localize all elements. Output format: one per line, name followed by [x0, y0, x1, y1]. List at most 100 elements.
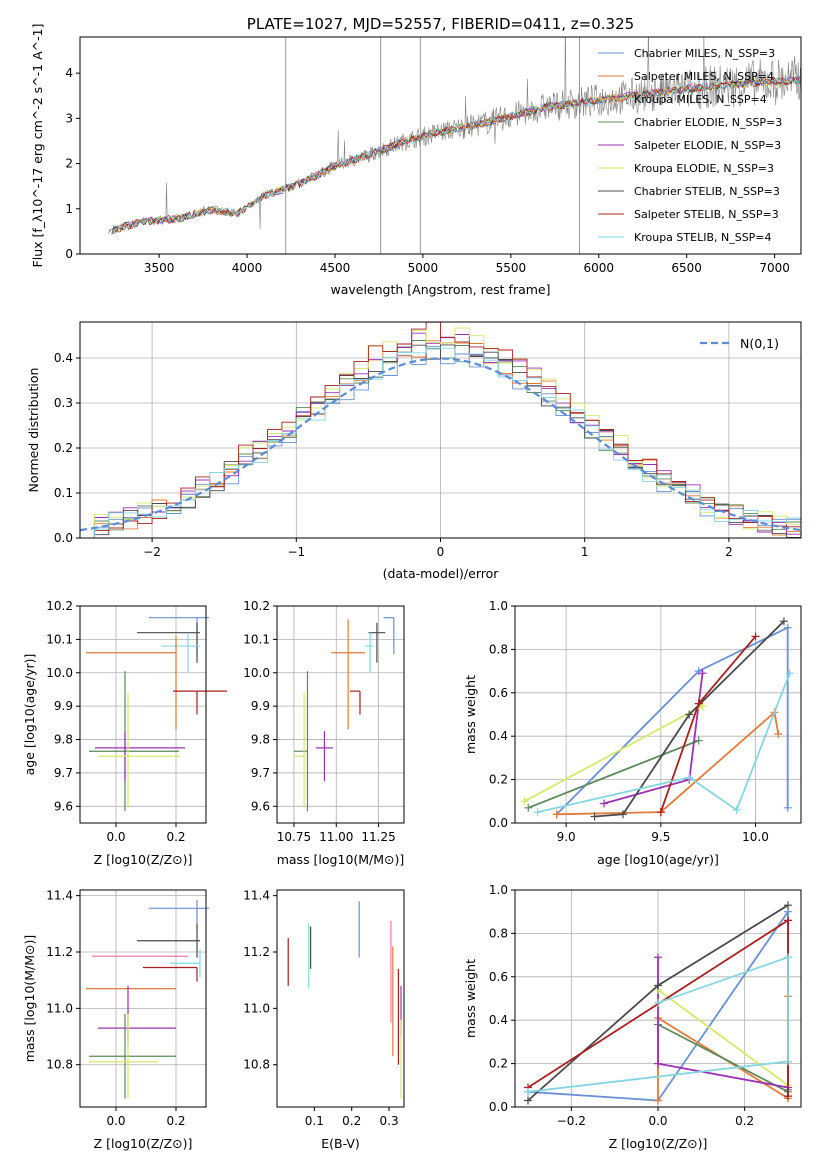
y-tick-label: 11.0 — [243, 1001, 270, 1015]
x-tick-label: 6500 — [671, 261, 702, 275]
y-tick-label: 11.4 — [243, 889, 270, 903]
chart-6: 0.1 0.2 0.3 10.8 11.0 11.2 11.4 E(B-V) — [243, 889, 405, 1151]
legend-entry: N(0,1) — [740, 336, 779, 351]
data-point-marker — [732, 805, 741, 814]
y-tick-label: 0.1 — [54, 486, 73, 500]
y-tick-label: 10.2 — [46, 599, 73, 613]
legend-entry: Kroupa MILES, N_SSP=4 — [634, 93, 767, 106]
y-tick-label: 10.0 — [243, 666, 270, 680]
mass-weight-line — [657, 996, 789, 1101]
data-point-marker — [533, 808, 542, 817]
y-tick-label: 0.4 — [489, 729, 508, 743]
x-tick-label: 7000 — [759, 261, 790, 275]
y-axis-label: age [log10(age/yr)] — [22, 654, 37, 776]
data-point-marker — [694, 699, 703, 708]
mass-weight-line — [556, 626, 789, 815]
mass-weight-line — [537, 672, 791, 813]
mass-weight-line — [524, 705, 703, 803]
data-point-marker — [524, 803, 533, 812]
y-tick-label: 4 — [65, 66, 73, 80]
x-tick-label: −1 — [287, 545, 305, 559]
y-tick-label: 10.1 — [46, 632, 73, 646]
chart-1: −2 −1 0 1 2 0.0 0.1 0.2 0.3 0.4 (data-model)/error… — [26, 321, 802, 581]
y-tick-label: 0.3 — [54, 396, 73, 410]
y-tick-label: 0.4 — [54, 351, 73, 365]
x-tick-label: 5500 — [496, 261, 527, 275]
x-tick-label: 0.2 — [342, 1114, 361, 1128]
axes-frame — [514, 605, 802, 824]
chart-title: PLATE=1027, MJD=52557, FIBERID=0411, z=0… — [247, 15, 634, 33]
legend-entry: Salpeter MILES, N_SSP=4 — [634, 70, 774, 83]
axes-frame — [79, 605, 207, 824]
chart-4: 9.0 9.5 10.0 0.0 0.2 0.4 0.6 0.8 1.0 age [log10(a… — [463, 599, 802, 867]
y-tick-label: 10.8 — [243, 1058, 270, 1072]
y-axis-label: Flux [f_λ10^-17 erg cm^-2 s^-1 A^-1] — [30, 24, 45, 268]
x-tick-label: 0.2 — [166, 1114, 185, 1128]
histogram-step — [80, 347, 801, 538]
x-axis-label: Z [log10(Z/Z⊙)] — [94, 852, 193, 867]
x-tick-label: 9.0 — [557, 830, 576, 844]
legend-entry: Salpeter ELODIE, N_SSP=3 — [634, 139, 781, 152]
data-point-marker — [600, 799, 609, 808]
x-tick-label: 11.00 — [319, 830, 353, 844]
chart-0: 3500 4000 4500 5000 5500 6000 6500 7000 0 1 2 3 4 wav… — [30, 15, 802, 297]
y-tick-label: 1.0 — [489, 883, 508, 897]
y-axis-label: mass weight — [463, 675, 478, 754]
data-point-marker — [784, 1092, 792, 1101]
y-tick-label: 0.0 — [54, 531, 73, 545]
x-tick-label: 0.0 — [106, 1114, 125, 1128]
x-tick-label: 11.25 — [361, 830, 395, 844]
data-point-marker — [751, 632, 760, 641]
x-tick-label: 0.1 — [305, 1114, 324, 1128]
y-axis-label: mass weight — [463, 959, 478, 1038]
mass-weight-line — [527, 739, 700, 809]
legend-entry: Kroupa ELODIE, N_SSP=3 — [634, 162, 774, 175]
y-tick-label: 0.2 — [54, 441, 73, 455]
y-tick-label: 10.0 — [46, 666, 73, 680]
y-tick-label: 9.9 — [251, 699, 270, 713]
data-point-marker — [685, 710, 694, 719]
x-tick-label: 0.0 — [106, 830, 125, 844]
data-point-marker — [618, 810, 627, 819]
y-tick-label: 1 — [65, 202, 73, 216]
legend-entry: Chabrier ELODIE, N_SSP=3 — [634, 116, 782, 129]
axes-overlay: 10.75 11.00 11.25 9.6 9.7 9.8 9.9 10.0 10.1 10.2 m… — [243, 599, 405, 867]
x-tick-label: 2 — [725, 545, 733, 559]
histogram-step — [80, 332, 801, 538]
mass-weight-line — [594, 620, 785, 818]
y-tick-label: 11.2 — [243, 945, 270, 959]
y-tick-label: 9.7 — [251, 766, 270, 780]
axes-overlay: 3500 4000 4500 5000 5500 6000 6500 7000 0 1 2 3 4 wav… — [30, 15, 802, 297]
legend-entry: Chabrier STELIB, N_SSP=3 — [634, 185, 780, 198]
y-tick-label: 2 — [65, 157, 73, 171]
y-tick-label: 0.8 — [489, 926, 508, 940]
data-point-marker — [783, 623, 792, 632]
legend: Chabrier MILES, N_SSP=3 Salpeter MILES, N… — [598, 47, 782, 244]
axes-overlay: −0.2 0.0 0.2 0.0 0.2 0.4 0.6 0.8 1.0 Z [log10(Z/Z… — [463, 883, 802, 1151]
x-tick-label: 4500 — [320, 261, 351, 275]
x-axis-label: Z [log10(Z/Z⊙)] — [609, 1136, 708, 1151]
data-point-marker — [654, 1059, 662, 1068]
model-spectrum-line — [111, 76, 800, 235]
x-tick-label: −0.2 — [557, 1114, 586, 1128]
histogram-step — [80, 344, 801, 538]
x-tick-label: 10.0 — [742, 830, 769, 844]
x-tick-label: 1 — [581, 545, 589, 559]
y-tick-label: 0.6 — [489, 970, 508, 984]
y-tick-label: 9.6 — [251, 799, 270, 813]
legend: N(0,1) — [700, 336, 779, 351]
x-tick-label: 6000 — [583, 261, 614, 275]
mass-weight-line — [527, 956, 789, 1093]
y-tick-label: 9.7 — [54, 766, 73, 780]
y-tick-label: 0.0 — [489, 816, 508, 830]
legend-entry: Salpeter STELIB, N_SSP=3 — [634, 208, 779, 221]
axes-overlay: −2 −1 0 1 2 0.0 0.1 0.2 0.3 0.4 (data-model)/error… — [26, 321, 802, 581]
plot-area — [86, 899, 209, 1099]
y-axis-label: mass [log10(M/M⊙)] — [22, 935, 37, 1063]
y-tick-label: 0.2 — [489, 1057, 508, 1071]
axes-overlay: 0.1 0.2 0.3 10.8 11.0 11.2 11.4 E(B-V) — [243, 889, 405, 1151]
data-point-marker — [654, 953, 662, 962]
x-tick-label: 0.2 — [166, 830, 185, 844]
data-point-marker — [524, 1096, 532, 1105]
